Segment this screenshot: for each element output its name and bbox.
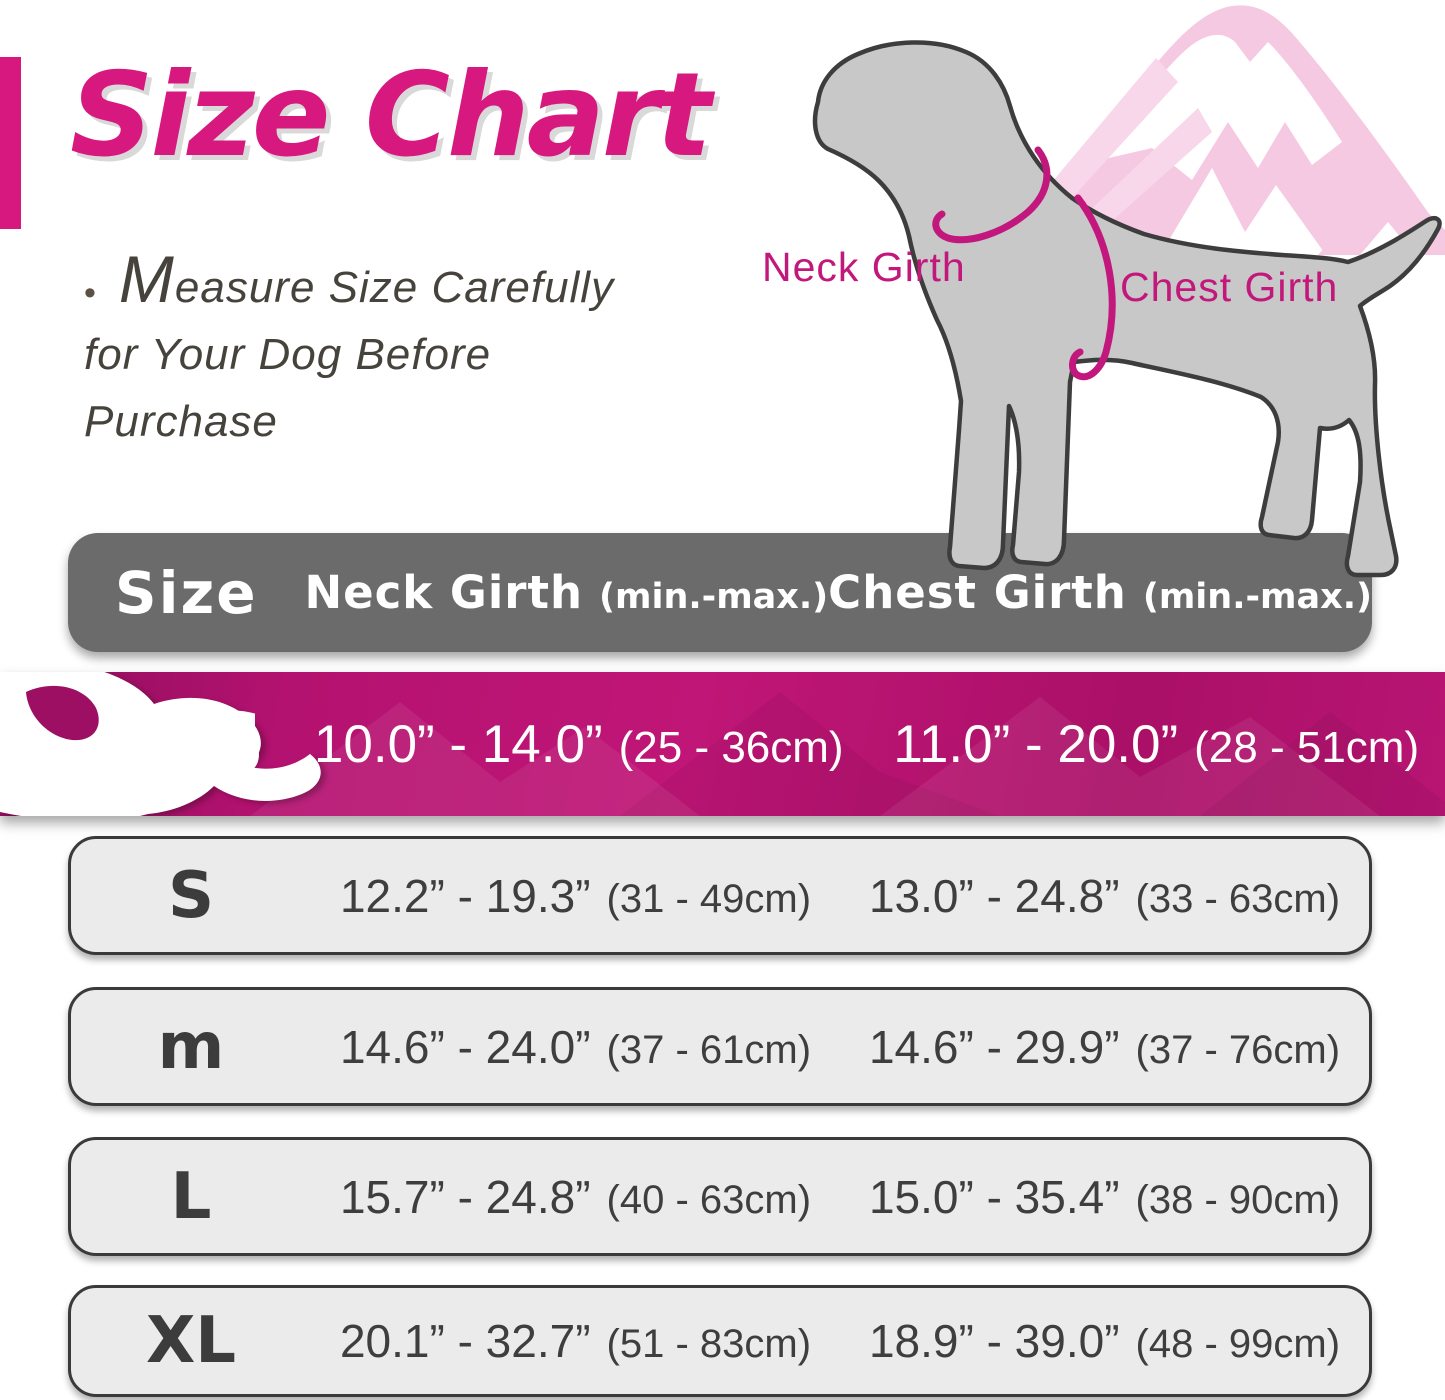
l-chest-cell: 15.0” - 35.4” (38 - 90cm) xyxy=(840,1170,1369,1224)
xl-chest-cm: (48 - 99cm) xyxy=(1135,1322,1341,1366)
s-chest-inches: 13.0” - 24.8” xyxy=(868,869,1120,922)
xl-neck-inches: 20.1” - 32.7” xyxy=(339,1315,591,1367)
m-chest-inches: 14.6” - 29.9” xyxy=(868,1020,1120,1073)
table-row-s: S 12.2” - 19.3” (31 - 49cm) 13.0” - 24.8… xyxy=(68,836,1372,955)
size-label-xs: XS xyxy=(140,695,265,793)
xs-chest-inches: 11.0” - 20.0” xyxy=(893,714,1179,774)
xs-neck-inches: 10.0” - 14.0” xyxy=(313,714,603,774)
xs-neck-cell: 10.0” - 14.0” (25 - 36cm) xyxy=(290,714,868,775)
header-neck-range: (min.-max.) xyxy=(599,577,829,617)
size-label-l: L xyxy=(170,1159,212,1234)
neck-girth-label: Neck Girth xyxy=(762,244,966,290)
s-chest-cm: (33 - 63cm) xyxy=(1135,876,1341,921)
s-neck-inches: 12.2” - 19.3” xyxy=(339,869,591,922)
s-chest-cell: 13.0” - 24.8” (33 - 63cm) xyxy=(840,869,1369,923)
xl-chest-inches: 18.9” - 39.0” xyxy=(868,1315,1120,1367)
size-label-m: m xyxy=(157,1009,225,1084)
chest-girth-line xyxy=(1069,194,1116,381)
xs-chest-cell: 11.0” - 20.0” (28 - 51cm) xyxy=(868,714,1445,775)
table-row-xs-highlighted: XS 10.0” - 14.0” (25 - 36cm) 11.0” - 20.… xyxy=(0,672,1445,816)
header-chest-title: Chest Girth xyxy=(828,566,1127,619)
table-row-m: m 14.6” - 24.0” (37 - 61cm) 14.6” - 29.9… xyxy=(68,987,1372,1106)
m-neck-inches: 14.6” - 24.0” xyxy=(339,1020,591,1073)
neck-girth-line xyxy=(932,146,1051,244)
measure-note: • Measure Size Carefully for Your Dog Be… xyxy=(84,246,724,456)
s-neck-cm: (31 - 49cm) xyxy=(606,876,812,921)
xs-chest-cm: (28 - 51cm) xyxy=(1194,722,1420,772)
l-chest-cm: (38 - 90cm) xyxy=(1135,1177,1341,1222)
l-neck-cm: (40 - 63cm) xyxy=(606,1177,812,1222)
m-chest-cell: 14.6” - 29.9” (37 - 76cm) xyxy=(840,1020,1369,1074)
page-title: Size Chart xyxy=(70,48,712,183)
header-neck-girth: Neck Girth (min.-max.) xyxy=(304,566,828,619)
m-neck-cm: (37 - 61cm) xyxy=(606,1027,812,1072)
note-line-1: Measure Size Carefully xyxy=(118,242,615,316)
l-neck-inches: 15.7” - 24.8” xyxy=(339,1170,591,1223)
size-label-xl: XL xyxy=(145,1304,237,1378)
table-row-xl: XL 20.1” - 32.7” (51 - 83cm) 18.9” - 39.… xyxy=(68,1285,1372,1397)
chest-girth-label: Chest Girth xyxy=(1120,264,1339,310)
white-dog-head-graphic xyxy=(0,672,321,816)
note-line-2: for Your Dog Before xyxy=(84,329,492,379)
xl-chest-cell: 18.9” - 39.0” (48 - 99cm) xyxy=(840,1314,1369,1368)
band-mountain-pattern xyxy=(250,692,1445,816)
s-neck-cell: 12.2” - 19.3” (31 - 49cm) xyxy=(311,869,840,923)
header-chest-range: (min.-max.) xyxy=(1142,577,1372,617)
size-label-s: S xyxy=(167,858,215,933)
xl-neck-cm: (51 - 83cm) xyxy=(606,1322,812,1366)
header-size: Size xyxy=(114,558,258,627)
note-line-3: Purchase xyxy=(84,396,278,446)
l-neck-cell: 15.7” - 24.8” (40 - 63cm) xyxy=(311,1170,840,1224)
l-chest-inches: 15.0” - 35.4” xyxy=(868,1170,1120,1223)
accent-bar xyxy=(0,57,21,229)
table-header-row: Size Neck Girth (min.-max.) Chest Girth … xyxy=(68,533,1372,652)
dog-size-diagram xyxy=(812,5,1445,578)
dog-silhouette xyxy=(812,40,1442,578)
header-chest-girth: Chest Girth (min.-max.) xyxy=(828,566,1372,619)
table-row-l: L 15.7” - 24.8” (40 - 63cm) 15.0” - 35.4… xyxy=(68,1137,1372,1256)
xs-neck-cm: (25 - 36cm) xyxy=(618,722,844,772)
xl-neck-cell: 20.1” - 32.7” (51 - 83cm) xyxy=(311,1314,840,1368)
header-neck-title: Neck Girth xyxy=(304,566,583,619)
m-neck-cell: 14.6” - 24.0” (37 - 61cm) xyxy=(311,1020,840,1074)
bullet-icon: • xyxy=(84,274,97,312)
m-chest-cm: (37 - 76cm) xyxy=(1135,1027,1341,1072)
